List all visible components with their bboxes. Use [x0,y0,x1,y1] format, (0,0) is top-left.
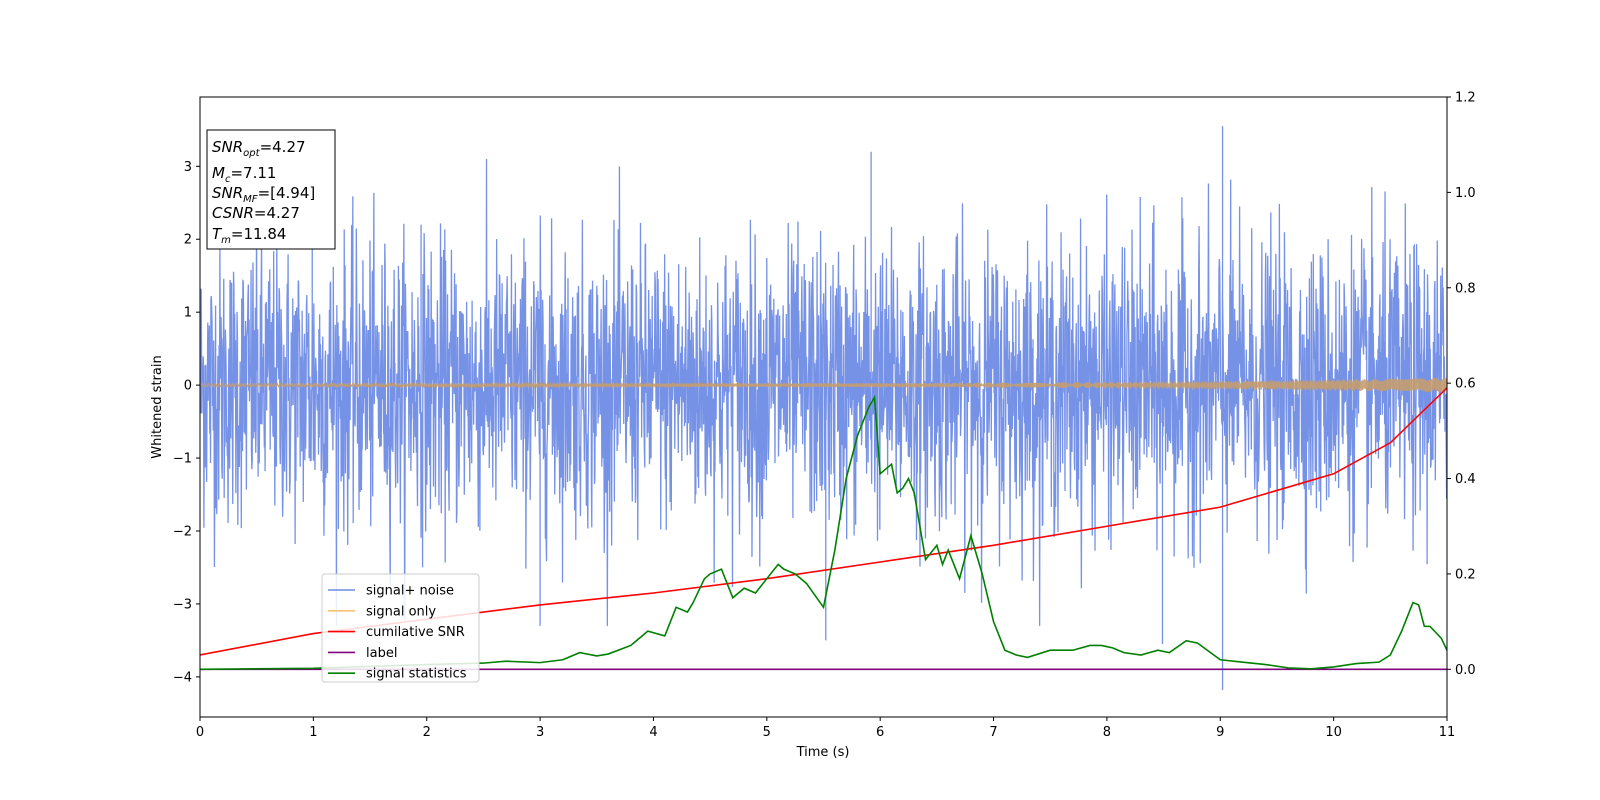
legend-entry: signal only [366,604,436,619]
y-tick-label: −4 [173,670,192,685]
y2-tick-label: 0.8 [1455,281,1476,296]
y-tick-label: 2 [184,233,192,248]
y2-tick-label: 1.2 [1455,91,1476,106]
y-tick-label: −3 [173,597,192,612]
x-axis: 0 1 2 3 4 5 6 7 8 9 10 11 [196,717,1455,740]
y-tick-label: −2 [173,525,192,540]
info-tm: Tm=11.84 [212,225,286,246]
y-tick-label: 1 [184,306,192,321]
signal-statistics-line [200,394,1447,671]
y-tick-label: 0 [184,379,192,394]
legend-entry: cumilative SNR [366,625,465,640]
y2-tick-label: 0.4 [1455,472,1476,487]
legend-entry: signal+ noise [366,584,454,599]
x-tick-label: 2 [423,725,431,740]
x-axis-label: Time (s) [796,745,850,760]
info-box: SNRopt=4.27 Mc=7.11 SNRMF=[4.94] CSNR=4.… [206,129,336,250]
y-tick-label: 3 [184,160,192,175]
y-axis-label: Whitened strain [150,355,165,458]
info-mc: Mc=7.11 [212,164,276,185]
x-tick-label: 8 [1103,725,1111,740]
legend-entry: label [366,646,397,661]
legend-box [321,573,480,683]
signal-only-line [200,377,1447,393]
x-tick-label: 0 [196,725,204,740]
x-tick-label: 10 [1325,725,1342,740]
x-tick-label: 4 [649,725,657,740]
info-csnr: CSNR=4.27 [212,204,300,222]
y2-tick-label: 1.0 [1455,186,1476,201]
x-tick-label: 9 [1216,725,1224,740]
legend-entry: signal statistics [366,667,467,682]
y-tick-label: −1 [173,452,192,467]
y2-tick-label: 0.6 [1455,377,1476,392]
y2-tick-label: 0.0 [1455,663,1476,678]
info-snr-opt: SNRopt=4.27 [212,138,306,159]
legend: signal+ noise signal only cumilative SNR la… [321,573,480,683]
y-axis-left: −4 −3 −2 −1 0 1 2 3 [173,160,200,685]
x-tick-label: 6 [876,725,884,740]
plot-frame [199,96,1448,718]
signal-noise-line [200,126,1447,691]
signal-noise-series [200,126,1447,691]
info-snr-mf: SNRMF=[4.94] [212,184,315,205]
x-tick-label: 11 [1439,725,1456,740]
x-tick-label: 3 [536,725,544,740]
y-axis-right: 0.0 0.2 0.4 0.6 0.8 1.0 1.2 [1447,91,1476,678]
x-tick-label: 5 [763,725,771,740]
x-tick-label: 1 [309,725,317,740]
signal-only-series [200,377,1447,393]
y2-tick-label: 0.2 [1455,567,1476,582]
x-tick-label: 7 [989,725,997,740]
